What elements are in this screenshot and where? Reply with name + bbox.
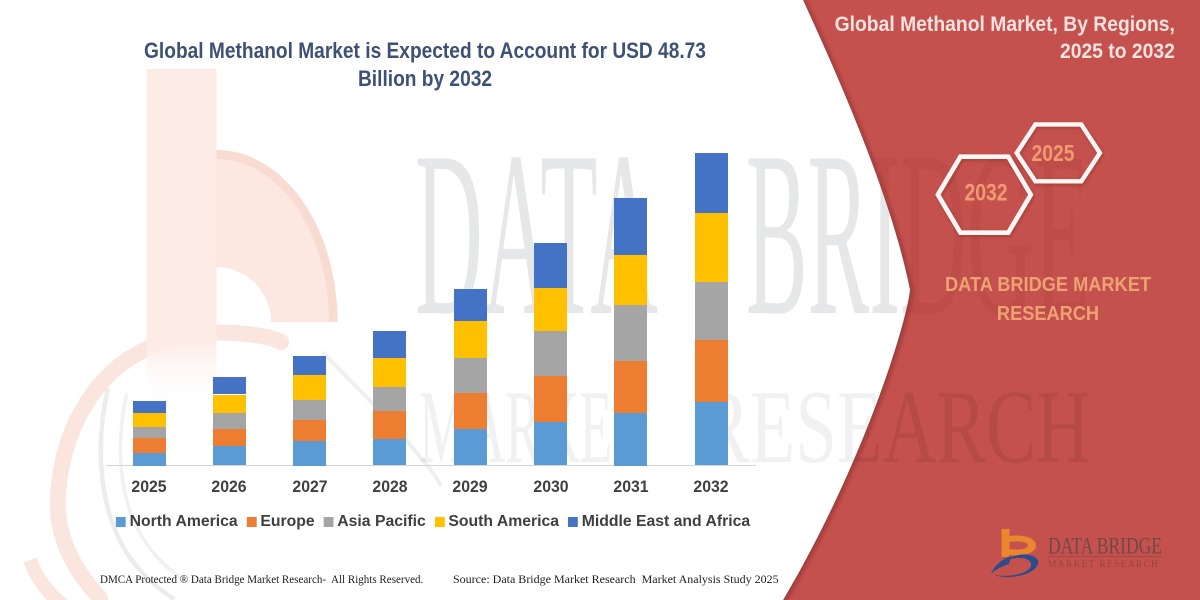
svg-text:2025: 2025 — [1032, 140, 1075, 166]
svg-text:2032: 2032 — [965, 180, 1008, 207]
svg-text:DATA BRIDGE: DATA BRIDGE — [1048, 533, 1162, 558]
svg-text:MARKET RESEARCH: MARKET RESEARCH — [1048, 560, 1160, 570]
